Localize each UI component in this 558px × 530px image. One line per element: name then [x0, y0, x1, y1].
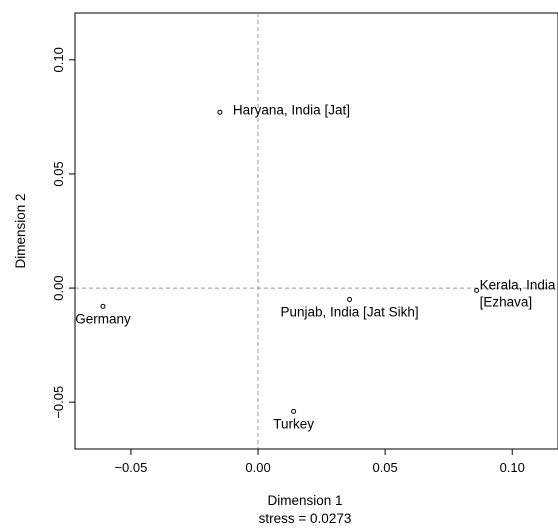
- y-axis-label: Dimension 2: [13, 193, 28, 268]
- point-label: Kerala, India [Ezhava]: [480, 277, 556, 309]
- stress-label: stress = 0.0273: [259, 511, 352, 526]
- y-tick-label: 0.05: [51, 161, 66, 186]
- x-tick-label: −0.05: [114, 460, 147, 475]
- point-label: Punjab, India [Jat Sikh]: [281, 304, 419, 319]
- point-label: Haryana, India [Jat]: [233, 102, 350, 117]
- data-point: [217, 109, 223, 115]
- data-point: [291, 408, 297, 414]
- data-point: [100, 303, 106, 309]
- y-tick-label: −0.05: [51, 386, 66, 419]
- x-tick-label: 0.05: [372, 460, 397, 475]
- data-point: [474, 287, 480, 293]
- y-tick-label: 0.10: [51, 47, 66, 72]
- x-axis: −0.05 0.00 0.05 0.10: [114, 448, 525, 475]
- x-axis-label: Dimension 1: [267, 493, 342, 508]
- point-label: Turkey: [273, 416, 314, 431]
- y-tick-label: 0.00: [51, 275, 66, 300]
- data-point: [347, 296, 353, 302]
- reference-lines: [75, 13, 558, 449]
- data-points: Haryana, India [Jat] Germany Punjab, India…: [75, 102, 556, 431]
- point-label: Germany: [75, 311, 131, 326]
- y-axis: −0.05 0.00 0.05 0.10: [51, 47, 76, 419]
- x-tick-label: 0.00: [245, 460, 270, 475]
- x-tick-label: 0.10: [500, 460, 525, 475]
- plot-frame: [74, 12, 558, 450]
